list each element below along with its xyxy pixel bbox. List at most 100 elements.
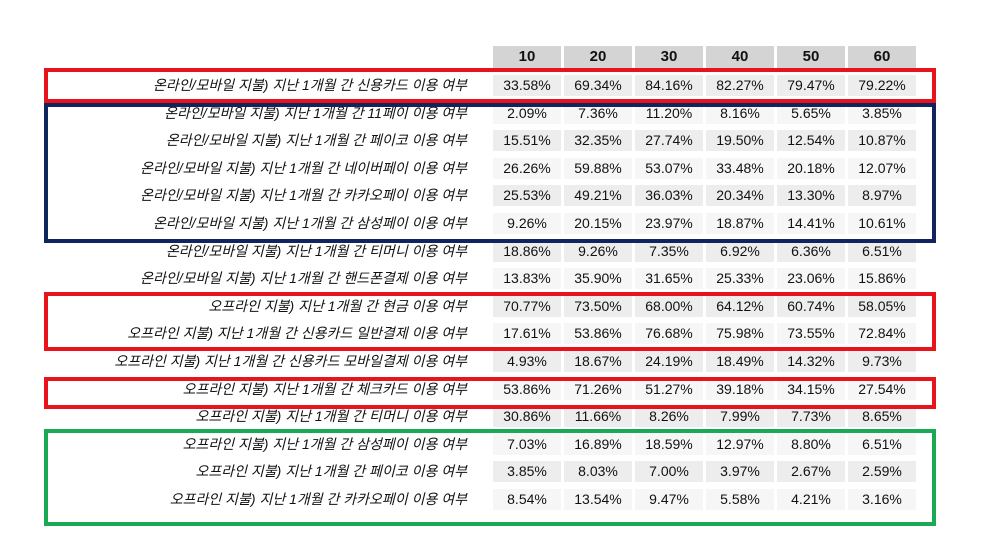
row-label: 온라인/모바일 지불) 지난 1개월 간 카카오페이 이용 여부	[140, 187, 467, 204]
table-cell: 3.16%	[848, 489, 916, 510]
table-cell: 32.35%	[564, 130, 632, 152]
table-cell: 3.85%	[493, 461, 561, 483]
table-cell: 17.61%	[493, 323, 561, 345]
table-cell: 49.21%	[564, 185, 632, 207]
table-cell: 53.86%	[564, 323, 632, 345]
table-cell: 18.49%	[706, 351, 774, 372]
table-cell: 72.84%	[848, 323, 916, 345]
table-cell: 20.15%	[564, 213, 632, 234]
table-row: 오프라인 지불) 지난 1개월 간 신용카드 일반결제 이용 여부 17.61% 5…	[0, 322, 988, 345]
table-cell: 6.36%	[777, 240, 845, 262]
table-cell: 27.74%	[635, 130, 703, 152]
table-cell: 73.50%	[564, 295, 632, 317]
table-row: 온라인/모바일 지불) 지난 1개월 간 카카오페이 이용 여부 25.53% 49…	[0, 184, 988, 207]
row-label: 오프라인 지불) 지난 1개월 간 현금 이용 여부	[208, 297, 467, 314]
table-cell: 18.59%	[635, 433, 703, 455]
table-cell: 10.61%	[848, 213, 916, 234]
column-header: 40	[706, 46, 774, 68]
column-header: 50	[777, 46, 845, 68]
table-row: 오프라인 지불) 지난 1개월 간 체크카드 이용 여부 53.86% 71.26%…	[0, 378, 988, 401]
row-label: 오프라인 지불) 지난 1개월 간 카카오페이 이용 여부	[169, 491, 467, 507]
highlight-box-red	[44, 68, 936, 103]
table-cell: 8.16%	[706, 102, 774, 124]
table-row: 오프라인 지불) 지난 1개월 간 페이코 이용 여부 3.85% 8.03% 7.0…	[0, 460, 988, 483]
table-cell: 15.86%	[848, 268, 916, 290]
table-cell: 8.26%	[635, 406, 703, 428]
table-cell: 23.97%	[635, 213, 703, 234]
table-cell: 9.26%	[493, 213, 561, 234]
table-cell: 8.03%	[564, 461, 632, 483]
table-cell: 5.65%	[777, 102, 845, 124]
table-cell: 19.50%	[706, 130, 774, 152]
row-label: 온라인/모바일 지불) 지난 1개월 간 신용카드 이용 여부	[152, 77, 467, 93]
table-row: 오프라인 지불) 지난 1개월 간 티머니 이용 여부 30.86% 11.66% 8…	[0, 405, 988, 428]
table-cell: 11.20%	[635, 102, 703, 124]
table-cell: 6.51%	[848, 240, 916, 262]
table-cell: 69.34%	[564, 75, 632, 96]
column-header: 30	[635, 46, 703, 68]
table-cell: 13.54%	[564, 489, 632, 510]
table-cell: 64.12%	[706, 295, 774, 317]
table-cell: 20.34%	[706, 185, 774, 207]
table-cell: 7.00%	[635, 461, 703, 483]
row-label: 온라인/모바일 지불) 지난 1개월 간 페이코 이용 여부	[165, 132, 467, 149]
table-cell: 84.16%	[635, 75, 703, 96]
table-cell: 25.33%	[706, 268, 774, 290]
row-label: 오프라인 지불) 지난 1개월 간 페이코 이용 여부	[195, 463, 467, 480]
table-cell: 18.67%	[564, 351, 632, 372]
table-cell: 12.07%	[848, 157, 916, 179]
row-label: 오프라인 지불) 지난 1개월 간 삼성페이 이용 여부	[182, 435, 467, 452]
table-cell: 24.19%	[635, 351, 703, 372]
row-label: 온라인/모바일 지불) 지난 1개월 간 핸드폰결제 이용 여부	[140, 270, 467, 287]
table-cell: 2.09%	[493, 102, 561, 124]
table-cell: 7.99%	[706, 406, 774, 428]
table-cell: 12.54%	[777, 130, 845, 152]
row-label: 오프라인 지불) 지난 1개월 간 신용카드 일반결제 이용 여부	[127, 325, 467, 342]
table-cell: 75.98%	[706, 323, 774, 345]
table-cell: 79.22%	[848, 75, 916, 96]
table-cell: 36.03%	[635, 185, 703, 207]
table-cell: 79.47%	[777, 75, 845, 96]
row-label: 오프라인 지불) 지난 1개월 간 신용카드 모바일결제 이용 여부	[114, 353, 467, 369]
table-cell: 3.97%	[706, 461, 774, 483]
table-cell: 13.83%	[493, 268, 561, 290]
row-label: 오프라인 지불) 지난 1개월 간 티머니 이용 여부	[195, 408, 467, 425]
table-cell: 9.26%	[564, 240, 632, 262]
table-cell: 5.58%	[706, 489, 774, 510]
table-cell: 31.65%	[635, 268, 703, 290]
table-cell: 7.35%	[635, 240, 703, 262]
table-row: 오프라인 지불) 지난 1개월 간 신용카드 모바일결제 이용 여부 4.93% 1…	[0, 350, 988, 373]
row-label: 온라인/모바일 지불) 지난 1개월 간 티머니 이용 여부	[165, 242, 467, 259]
table-cell: 76.68%	[635, 323, 703, 345]
table-cell: 70.77%	[493, 295, 561, 317]
table-cell: 53.86%	[493, 378, 561, 400]
table-cell: 18.86%	[493, 240, 561, 262]
table-cell: 15.51%	[493, 130, 561, 152]
column-header: 20	[564, 46, 632, 68]
table-row: 오프라인 지불) 지난 1개월 간 카카오페이 이용 여부 8.54% 13.54%…	[0, 488, 988, 511]
table-cell: 39.18%	[706, 378, 774, 400]
table-row: 온라인/모바일 지불) 지난 1개월 간 11페이 이용 여부 2.09% 7.36…	[0, 102, 988, 125]
table-cell: 2.59%	[848, 461, 916, 483]
table-cell: 82.27%	[706, 75, 774, 96]
table-row: 온라인/모바일 지불) 지난 1개월 간 핸드폰결제 이용 여부 13.83% 35…	[0, 267, 988, 290]
table-row: 온라인/모바일 지불) 지난 1개월 간 삼성페이 이용 여부 9.26% 20.1…	[0, 212, 988, 235]
highlight-box-red	[44, 377, 936, 409]
table-cell: 14.32%	[777, 351, 845, 372]
column-header: 10	[493, 46, 561, 68]
table-cell: 53.07%	[635, 157, 703, 179]
table-cell: 25.53%	[493, 185, 561, 207]
table-cell: 4.93%	[493, 351, 561, 372]
table-cell: 12.97%	[706, 433, 774, 455]
row-label: 온라인/모바일 지불) 지난 1개월 간 네이버페이 이용 여부	[140, 159, 467, 176]
table-cell: 23.06%	[777, 268, 845, 290]
table-cell: 58.05%	[848, 295, 916, 317]
row-label: 온라인/모바일 지불) 지난 1개월 간 11페이 이용 여부	[164, 104, 467, 121]
table-row: 온라인/모바일 지불) 지난 1개월 간 네이버페이 이용 여부 26.26% 59…	[0, 157, 988, 180]
table-cell: 68.00%	[635, 295, 703, 317]
highlight-box-navy	[44, 103, 936, 243]
table-cell: 11.66%	[564, 406, 632, 428]
table-cell: 71.26%	[564, 378, 632, 400]
table-cell: 4.21%	[777, 489, 845, 510]
table-row: 온라인/모바일 지불) 지난 1개월 간 티머니 이용 여부 18.86% 9.26…	[0, 240, 988, 263]
